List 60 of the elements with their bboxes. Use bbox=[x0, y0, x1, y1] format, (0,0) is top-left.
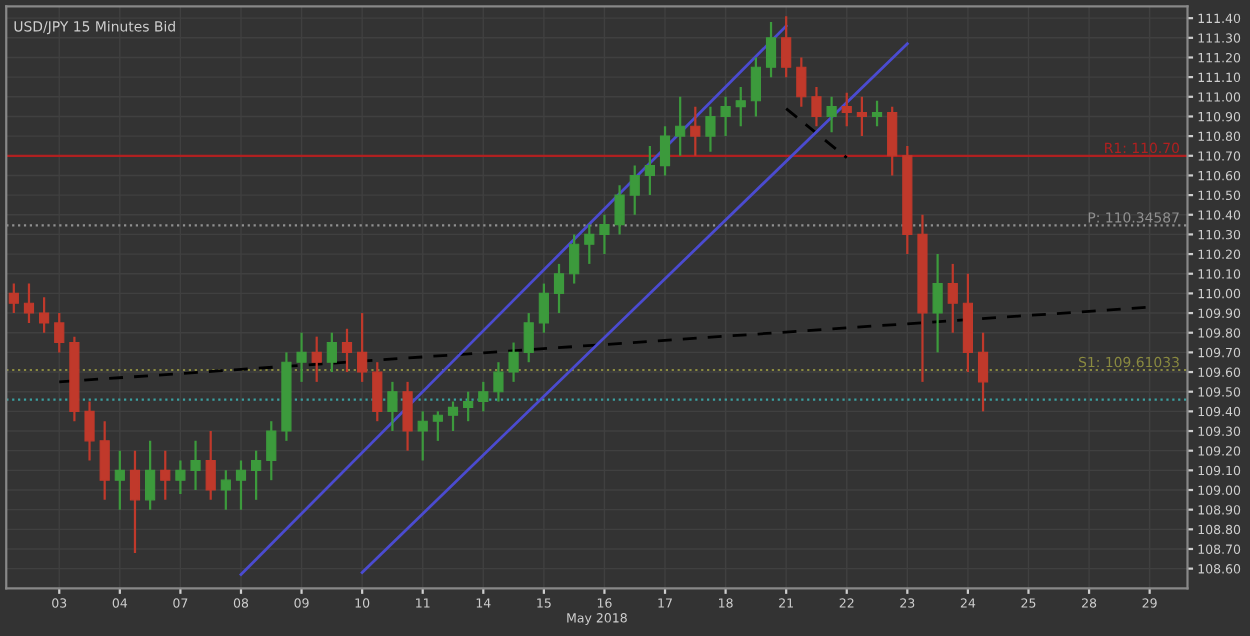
candlestick bbox=[735, 85, 746, 128]
candlestick bbox=[690, 105, 701, 157]
candlestick bbox=[387, 380, 398, 433]
candlestick bbox=[614, 184, 625, 236]
candlestick bbox=[8, 282, 19, 315]
candlestick bbox=[584, 223, 595, 266]
candlestick bbox=[190, 439, 201, 492]
candlestick bbox=[251, 449, 262, 501]
candlestick bbox=[463, 390, 474, 423]
candlestick bbox=[750, 56, 761, 118]
candlestick bbox=[311, 335, 322, 383]
candlestick bbox=[432, 410, 443, 442]
candlestick bbox=[932, 252, 943, 354]
candlestick bbox=[508, 341, 519, 383]
candlestick bbox=[39, 296, 50, 334]
candlestick bbox=[871, 99, 883, 128]
candlestick bbox=[781, 15, 792, 79]
candlestick bbox=[675, 95, 686, 157]
candlestick bbox=[796, 56, 807, 108]
candlestick bbox=[266, 420, 277, 482]
candlestick bbox=[599, 213, 610, 256]
candlestick bbox=[644, 144, 655, 197]
candlestick bbox=[84, 400, 95, 462]
candlestick bbox=[175, 459, 186, 496]
candlestick bbox=[569, 233, 580, 285]
candlestick bbox=[54, 311, 65, 354]
candlestick bbox=[357, 311, 368, 383]
candlestick bbox=[887, 105, 898, 177]
candlestick bbox=[296, 331, 307, 383]
candlestick bbox=[765, 20, 777, 79]
candlestick bbox=[720, 95, 731, 138]
candlestick bbox=[493, 361, 504, 403]
candlestick bbox=[145, 439, 156, 511]
candlestick bbox=[326, 331, 337, 374]
candlestick bbox=[553, 262, 565, 315]
candlestick bbox=[947, 262, 958, 334]
candlestick bbox=[478, 380, 489, 413]
candlestick bbox=[659, 125, 671, 177]
candlestick bbox=[856, 95, 867, 138]
candlestick bbox=[235, 459, 247, 511]
candlestick bbox=[402, 380, 413, 452]
candlestick bbox=[447, 400, 459, 433]
candlestick bbox=[841, 91, 852, 128]
candlestick bbox=[341, 327, 353, 374]
candlestick bbox=[372, 361, 383, 423]
candlestick bbox=[99, 420, 110, 501]
candlestick bbox=[538, 282, 549, 334]
candlestick bbox=[23, 282, 35, 324]
candlestick bbox=[160, 449, 171, 501]
candlestick bbox=[114, 449, 125, 511]
candlestick bbox=[629, 164, 640, 216]
candlestick bbox=[220, 469, 231, 511]
candlestick bbox=[129, 449, 141, 555]
candlestick bbox=[705, 105, 716, 153]
candlestick bbox=[977, 331, 989, 413]
candlestick bbox=[205, 429, 216, 501]
candlestick bbox=[523, 311, 534, 364]
candlestick bbox=[826, 95, 837, 134]
candlestick bbox=[811, 85, 822, 128]
candlestick bbox=[417, 410, 428, 462]
